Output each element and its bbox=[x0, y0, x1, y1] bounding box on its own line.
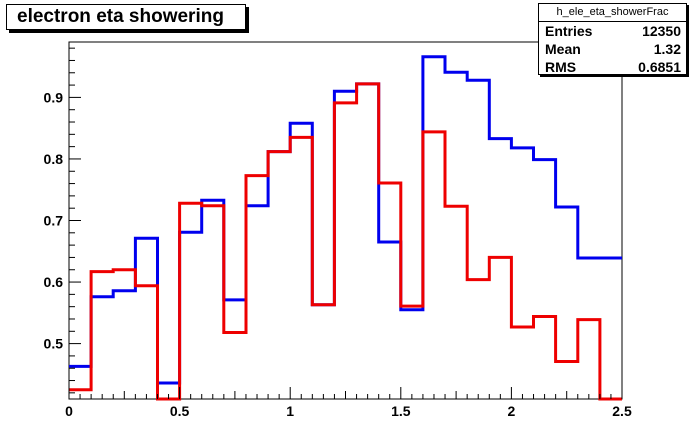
y-tick-label: 0.7 bbox=[44, 213, 64, 229]
y-tick-label: 0.6 bbox=[44, 274, 64, 290]
chart-title: electron eta showering bbox=[6, 4, 246, 30]
stats-row-mean: Mean 1.32 bbox=[539, 40, 686, 58]
x-tick-label: 0.5 bbox=[170, 403, 190, 419]
stats-value: 1.32 bbox=[653, 41, 681, 57]
histogram-series-0 bbox=[69, 55, 622, 385]
stats-row-rms: RMS 0.6851 bbox=[539, 58, 686, 76]
histogram-layer bbox=[69, 55, 622, 401]
y-tick-label: 0.5 bbox=[44, 336, 64, 352]
axes: 0 0.5 1 1.5 2 2.5 0.5 0.6 0.7 0.8 0.9 bbox=[44, 47, 632, 419]
stats-label: Entries bbox=[545, 23, 593, 39]
x-tick-label: 1.5 bbox=[391, 403, 411, 419]
y-tick-label: 0.9 bbox=[44, 89, 64, 105]
stats-label: Mean bbox=[545, 41, 581, 57]
stats-histogram-name: h_ele_eta_showerFrac bbox=[539, 4, 686, 22]
x-tick-label: 1 bbox=[286, 403, 294, 419]
stats-value: 0.6851 bbox=[638, 59, 681, 75]
stats-label: RMS bbox=[545, 59, 577, 75]
y-tick-label: 0.8 bbox=[44, 151, 64, 167]
plot-frame bbox=[68, 41, 623, 400]
stats-value: 12350 bbox=[642, 23, 681, 39]
x-tick-label: 2 bbox=[508, 403, 516, 419]
stats-box: h_ele_eta_showerFrac Entries 12350 Mean … bbox=[538, 3, 687, 75]
x-tick-label: 0 bbox=[65, 403, 73, 419]
histogram-series-1 bbox=[69, 82, 622, 401]
stats-row-entries: Entries 12350 bbox=[539, 22, 686, 40]
x-tick-label: 2.5 bbox=[612, 403, 632, 419]
